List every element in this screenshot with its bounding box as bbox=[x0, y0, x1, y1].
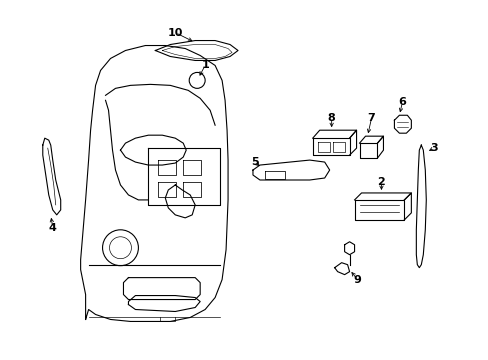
Text: 4: 4 bbox=[49, 223, 57, 233]
Text: 6: 6 bbox=[398, 97, 406, 107]
Text: 2: 2 bbox=[377, 177, 385, 187]
Text: 9: 9 bbox=[353, 275, 361, 285]
Text: 3: 3 bbox=[429, 143, 437, 153]
Text: 8: 8 bbox=[327, 113, 335, 123]
Text: 5: 5 bbox=[251, 157, 258, 167]
Text: 10: 10 bbox=[167, 28, 183, 37]
Text: 7: 7 bbox=[367, 113, 375, 123]
Text: 1: 1 bbox=[201, 60, 208, 71]
